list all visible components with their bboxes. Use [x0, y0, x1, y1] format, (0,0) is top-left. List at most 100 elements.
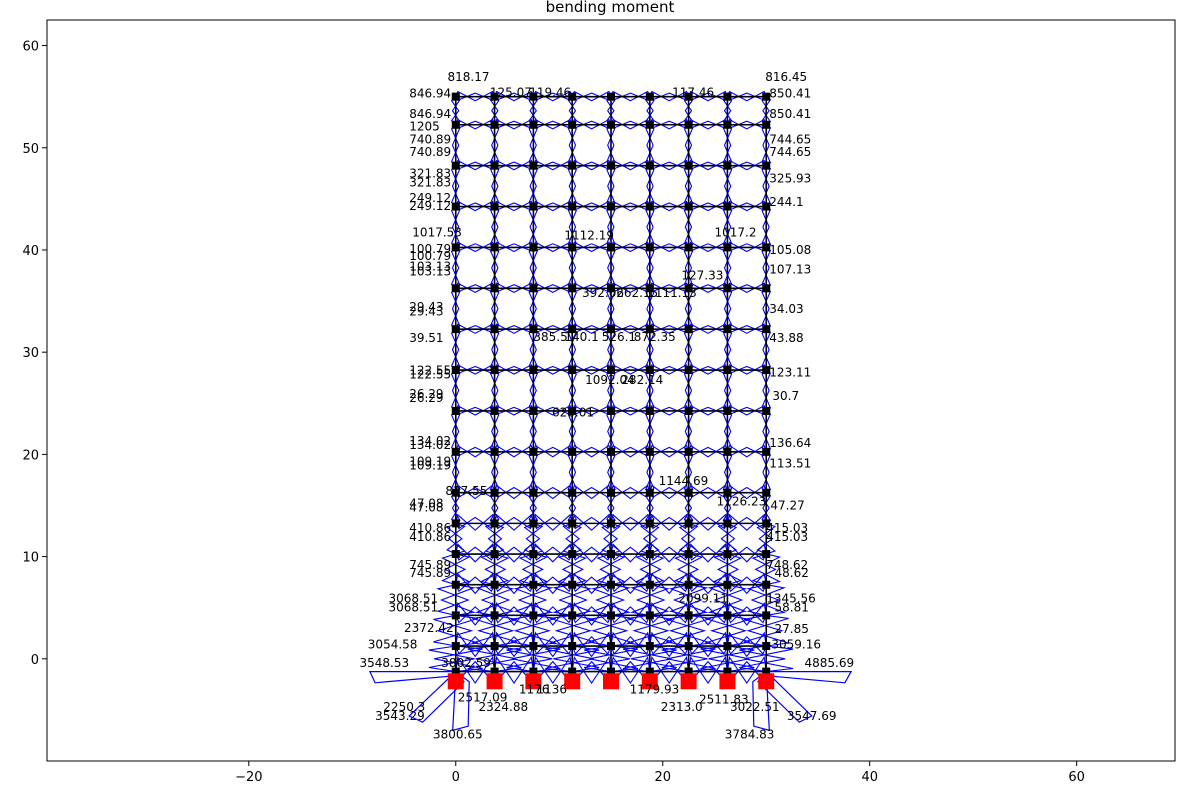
- frame-node: [684, 92, 693, 101]
- moment-value-label: 134.02: [409, 434, 451, 448]
- moment-value-label: 103.13: [409, 264, 451, 278]
- moment-value-label: 2517.09: [458, 691, 508, 705]
- frame-node: [762, 325, 771, 334]
- frame-node: [645, 366, 654, 375]
- frame-node: [568, 161, 577, 170]
- frame-node: [762, 366, 771, 375]
- frame-node: [762, 284, 771, 293]
- support-marker: [564, 673, 581, 690]
- support-marker: [486, 673, 503, 690]
- moment-value-label: 47.08: [409, 496, 443, 510]
- frame-node: [490, 447, 499, 456]
- moment-value-label: 850.41: [769, 87, 811, 101]
- frame-node: [490, 519, 499, 528]
- moment-value-label: 29.43: [409, 304, 443, 318]
- moment-value-label: 103.13: [409, 259, 451, 273]
- moment-value-label: 136.64: [769, 436, 811, 450]
- moment-value-label: 3022.51: [730, 700, 780, 714]
- frame-node: [684, 580, 693, 589]
- moment-value-label: 125.07: [490, 86, 532, 100]
- frame-node: [607, 284, 615, 293]
- frame-node: [529, 284, 538, 293]
- moment-value-label: 3784.83: [725, 727, 775, 741]
- frame-node: [568, 92, 577, 101]
- frame-node: [684, 667, 693, 676]
- moment-value-label: 34.03: [769, 302, 803, 316]
- frame-node: [607, 611, 615, 620]
- frame-node: [529, 642, 538, 651]
- frame-node: [645, 550, 654, 559]
- frame-node: [568, 325, 577, 334]
- frame-node: [723, 488, 732, 497]
- frame-node: [607, 161, 615, 170]
- moment-value-label: 744.65: [769, 145, 811, 159]
- frame-node: [762, 519, 771, 528]
- moment-value-label: 526.1: [602, 330, 636, 344]
- frame-node: [607, 120, 615, 129]
- frame-node: [762, 92, 771, 101]
- frame-node: [451, 550, 460, 559]
- moment-value-label: 2313.0: [661, 700, 703, 714]
- frame-node: [490, 243, 499, 252]
- moment-value-label: 105.08: [769, 243, 811, 257]
- frame-node: [568, 519, 577, 528]
- frame-node: [723, 243, 732, 252]
- moment-value-label: 123.11: [769, 366, 811, 380]
- frame-node: [684, 447, 693, 456]
- frame-node: [723, 519, 732, 528]
- frame-node: [529, 92, 538, 101]
- frame-node: [607, 519, 615, 528]
- frame-node: [684, 488, 693, 497]
- frame-node: [607, 243, 615, 252]
- node-layer: [451, 92, 771, 676]
- frame-node: [723, 92, 732, 101]
- x-tick-label: 60: [1068, 770, 1085, 785]
- frame-node: [451, 488, 460, 497]
- frame-node: [607, 202, 615, 211]
- frame-node: [568, 642, 577, 651]
- frame-node: [529, 202, 538, 211]
- moment-value-label: 1345.56: [766, 592, 816, 606]
- chart-title: bending moment: [546, 0, 675, 16]
- frame-node: [645, 667, 654, 676]
- frame-node: [607, 642, 615, 651]
- support-marker: [758, 673, 775, 690]
- moment-value-label: 872.35: [634, 330, 676, 344]
- moment-value-label: 410.86: [409, 530, 451, 544]
- moment-value-label: 3059.16: [771, 638, 821, 652]
- frame-node: [490, 92, 499, 101]
- moment-value-label: 3802.59: [441, 656, 491, 670]
- frame-node: [451, 284, 460, 293]
- moment-value-label: 47.27: [770, 499, 804, 513]
- moment-value-label: 48.62: [775, 566, 809, 580]
- axes-frame: [46, 19, 1176, 762]
- frame-node: [490, 580, 499, 589]
- moment-value-label: 415.03: [766, 521, 808, 535]
- frame-node: [684, 325, 693, 334]
- moment-value-label: 58.81: [775, 601, 809, 615]
- frame-node: [762, 161, 771, 170]
- moment-value-label: 1205: [409, 119, 440, 133]
- moment-value-label: 1092.04: [585, 373, 635, 387]
- frame-node: [490, 667, 499, 676]
- frame-node: [762, 243, 771, 252]
- frame-node: [529, 406, 538, 415]
- moment-value-label: 109.19: [409, 455, 451, 469]
- frame-node: [684, 611, 693, 620]
- support-layer: [447, 673, 775, 690]
- frame-node: [723, 120, 732, 129]
- frame-node: [529, 243, 538, 252]
- moment-value-label: 3068.51: [389, 601, 439, 615]
- moment-value-label: 748.62: [766, 558, 808, 572]
- frame-node: [607, 667, 615, 676]
- frame-node: [490, 488, 499, 497]
- frame-node: [684, 406, 693, 415]
- moment-value-label: 127.33: [681, 269, 723, 283]
- support-marker: [719, 673, 736, 690]
- moment-value-label: 846.94: [409, 107, 451, 121]
- moment-value-label: 109.19: [409, 459, 451, 473]
- frame-node: [451, 202, 460, 211]
- moment-value-label: 39.51: [409, 331, 443, 345]
- frame-node: [762, 580, 771, 589]
- frame-node: [684, 284, 693, 293]
